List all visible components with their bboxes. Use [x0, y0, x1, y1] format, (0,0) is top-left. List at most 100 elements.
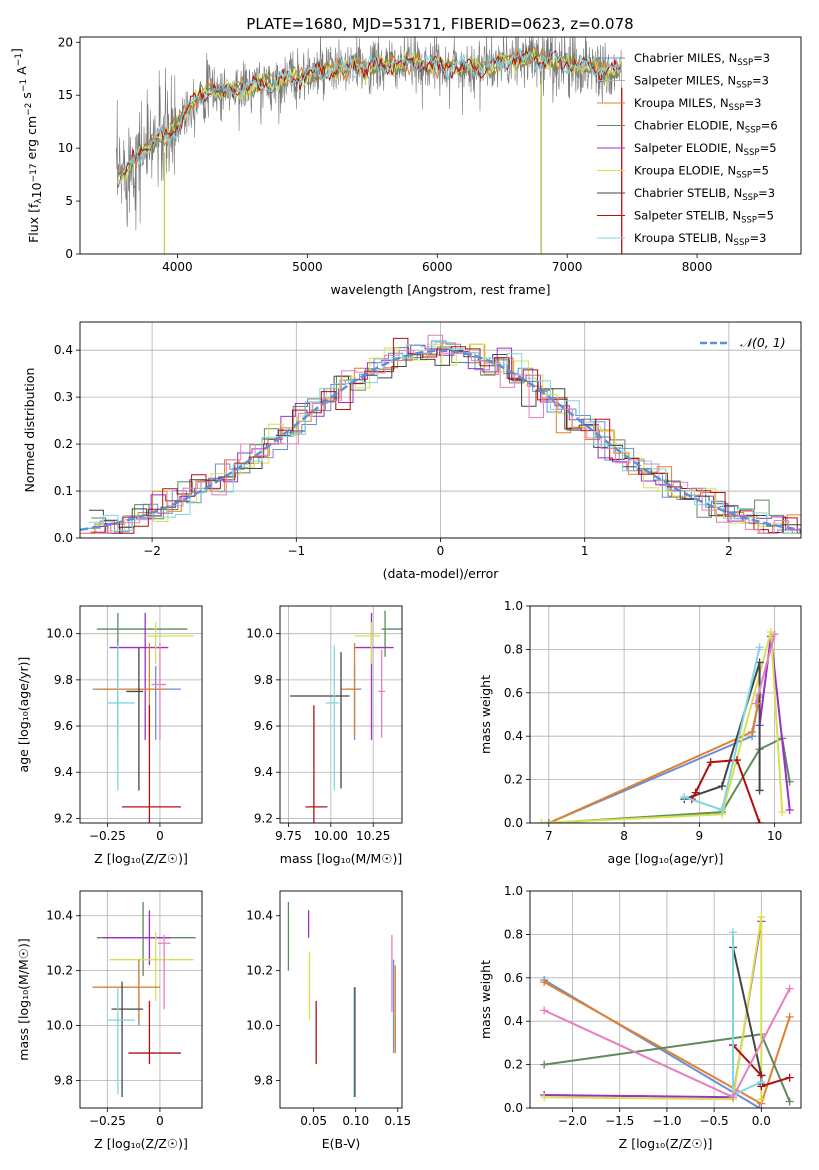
weight-marker: [755, 1104, 764, 1108]
weight-marker: [778, 808, 787, 817]
x-tick-label: −0.25: [89, 1114, 126, 1128]
legend-entry-sub: SSP: [744, 148, 760, 158]
y-tick-label: 0: [65, 247, 73, 261]
x-tick-label: 10.25: [356, 829, 390, 843]
legend-entry: Kroupa ELODIE, NSSP=5: [634, 164, 769, 181]
x-tick-label: −1: [287, 544, 305, 558]
y-axis-title-part: λ: [34, 198, 44, 204]
y-tick-label: 9.2: [54, 811, 73, 825]
residuals-frame: [79, 321, 802, 539]
weight-marker: [751, 699, 760, 708]
y-tick-label: 0.6: [504, 686, 523, 700]
spectrum-data-line: [116, 37, 622, 231]
gaussian-reference-line: [80, 349, 801, 531]
y-axis-title-part: A: [14, 66, 29, 79]
legend-entry-name: Salpeter ELODIE, N: [634, 141, 744, 155]
y-tick-label: 9.4: [54, 765, 73, 779]
x-axis-title: (data-model)/error: [383, 566, 500, 581]
y-tick-label: 10.0: [46, 1019, 73, 1033]
legend-entry-name: Chabrier MILES, N: [634, 51, 737, 65]
weight_vs_Z-frame: [529, 890, 802, 1109]
legend-entry-sub: SSP: [736, 171, 752, 181]
spectrum-lines: [116, 37, 623, 254]
legend-entry-count: =3: [752, 74, 769, 88]
x-tick-label: 9: [696, 829, 704, 843]
spectrum-model-line: [117, 47, 622, 185]
x-tick-label: 7: [545, 829, 553, 843]
weight-marker: [544, 819, 553, 823]
x-tick-label: 0: [437, 544, 445, 558]
y-tick-label: 10.2: [246, 964, 273, 978]
y-axis-title-part: −17: [29, 163, 39, 182]
legend-entry-name: Kroupa STELIB, N: [634, 231, 734, 245]
y-tick-label: 10.0: [246, 627, 273, 641]
x-tick-label: 8000: [682, 260, 713, 274]
weight-line: [548, 736, 791, 823]
weight-marker: [537, 819, 546, 823]
y-tick-label: 0.0: [504, 1101, 523, 1115]
y-tick-label: 9.6: [254, 719, 273, 733]
y-axis-title-part: −1: [19, 79, 29, 92]
mass_vs_EBV-axes: 0.05 0.10 0.15 9.8 10.0 10.2 10.4: [246, 909, 411, 1128]
histogram-step: [82, 334, 801, 534]
legend-entry-sub: SSP: [734, 238, 750, 248]
weight-marker: [540, 978, 549, 987]
y-tick-label: 0.6: [504, 971, 523, 985]
x-tick-label: 7000: [552, 260, 583, 274]
y-tick-label: 0.0: [54, 531, 73, 545]
weight-line: [754, 633, 776, 704]
legend-entry-count: =6: [761, 119, 778, 133]
x-tick-label: 6000: [422, 260, 453, 274]
weight-marker: [755, 819, 764, 823]
y-axis-title-part: erg cm: [24, 116, 39, 164]
mass_vs_Z-errorbars: [92, 901, 196, 1098]
x-axis-title: Z [log₁₀(Z/Z☉)]: [94, 1136, 188, 1151]
x-tick-label: −0.25: [89, 829, 126, 843]
y-tick-label: 9.8: [254, 673, 273, 687]
x-tick-label: 2: [725, 544, 733, 558]
legend-entry: 𝒩(0, 1): [740, 335, 786, 350]
x-tick-label: −2.0: [558, 1114, 587, 1128]
legend-entry-count: =3: [744, 96, 761, 110]
x-tick-label: 0.15: [384, 1114, 411, 1128]
x-tick-label: 1: [581, 544, 589, 558]
y-tick-label: 15: [58, 88, 73, 102]
x-axis-title: age [log₁₀(age/yr)]: [608, 851, 724, 866]
age_vs_mass-errorbars: [290, 610, 402, 823]
weight-marker: [717, 805, 726, 814]
weight-marker: [680, 792, 689, 801]
x-tick-label: −1.5: [605, 1114, 634, 1128]
weight-marker: [540, 1093, 549, 1102]
legend-entry-count: =5: [752, 164, 769, 178]
weight-marker: [785, 1073, 794, 1082]
legend-entry: Kroupa MILES, NSSP=3: [634, 96, 761, 113]
y-tick-label: 9.8: [54, 673, 73, 687]
weight-marker: [785, 984, 794, 993]
x-tick-label: −1.0: [652, 1114, 681, 1128]
x-tick-label: −2: [143, 544, 161, 558]
y-tick-label: 0.2: [54, 437, 73, 451]
y-tick-label: 0.4: [504, 1014, 523, 1028]
y-tick-label: 10: [58, 141, 73, 155]
y-tick-label: 10.2: [46, 964, 73, 978]
weight-marker: [755, 786, 764, 795]
age_vs_mass-axes: 9.75 10.00 10.25 9.2 9.4 9.6 9.8 10.0: [246, 606, 402, 843]
x-axis-title: mass [log₁₀(M/M☉)]: [280, 851, 402, 866]
weight_vs_Z-lines: [540, 913, 794, 1108]
x-axis-title: wavelength [Angstrom, rest frame]: [330, 282, 550, 297]
mass_vs_EBV-errorbars: [287, 901, 396, 1098]
legend-entry-name: Kroupa MILES, N: [634, 96, 729, 110]
mass_vs_Z-axes: −0.25 0 9.8 10.0 10.2 10.4: [46, 891, 202, 1128]
x-axis-title: Z [log₁₀(Z/Z☉)]: [619, 1136, 713, 1151]
y-tick-label: 0.2: [504, 773, 523, 787]
legend-entry: Salpeter MILES, NSSP=3: [634, 74, 769, 91]
age_vs_Z-errorbars: [92, 612, 194, 823]
x-tick-label: 0.05: [300, 1114, 327, 1128]
y-tick-label: 9.8: [254, 1074, 273, 1088]
weight-marker: [757, 1095, 766, 1104]
y-tick-label: 0.8: [504, 642, 523, 656]
x-tick-label: 10.00: [314, 829, 348, 843]
legend-entry: Chabrier ELODIE, NSSP=6: [634, 119, 778, 136]
age_vs_mass-frame: [279, 605, 403, 824]
